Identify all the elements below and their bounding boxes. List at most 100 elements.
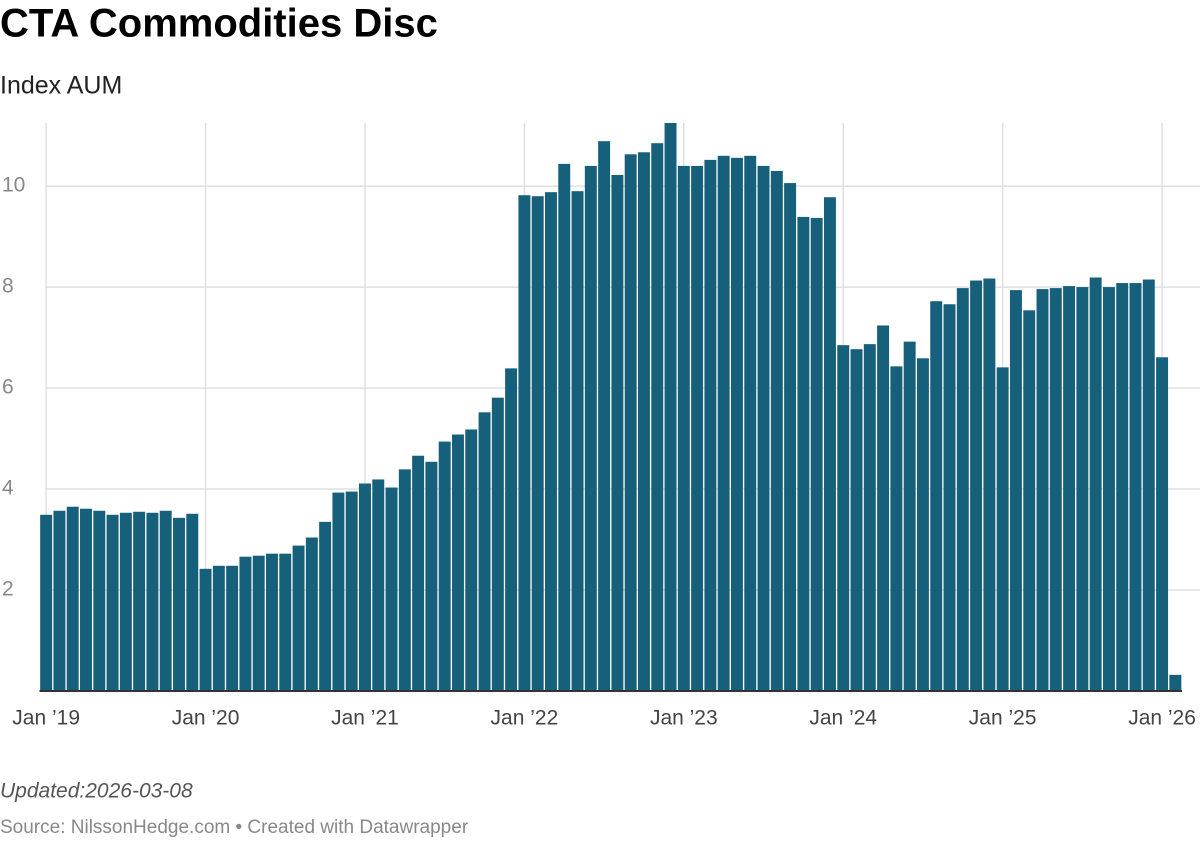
y-tick-label: 8 (2, 275, 14, 298)
bar (930, 301, 943, 691)
bar (624, 154, 637, 692)
x-tick-label: Jan ’20 (172, 707, 240, 730)
bar (345, 491, 358, 691)
bar (398, 469, 411, 691)
bar (943, 304, 956, 691)
bar (757, 165, 770, 692)
bar (611, 175, 624, 692)
bar (1036, 289, 1049, 691)
bar (133, 511, 146, 691)
bar (983, 278, 996, 691)
bar (916, 358, 929, 691)
bar (1049, 288, 1062, 691)
bar (558, 163, 571, 691)
bar (173, 517, 185, 691)
updated-note: Updated:2026-03-08 (0, 780, 193, 803)
bar (106, 514, 119, 691)
bar (744, 155, 757, 692)
bar (1063, 286, 1076, 691)
bar (664, 123, 677, 691)
bar (571, 191, 584, 691)
bar (1009, 290, 1022, 691)
bar (279, 553, 292, 691)
bar (651, 143, 664, 691)
bar (252, 555, 265, 691)
bar (531, 196, 544, 691)
bar (451, 434, 464, 691)
bar (598, 141, 611, 691)
bar (119, 512, 132, 691)
bar (93, 510, 106, 691)
bar (239, 556, 252, 691)
x-tick-label: Jan ’26 (1128, 707, 1196, 730)
bar (1129, 283, 1142, 691)
y-tick-label: 10 (2, 174, 25, 197)
bar (544, 192, 557, 691)
bar (584, 165, 597, 692)
bar (518, 195, 531, 692)
bar (66, 506, 79, 691)
bar (970, 280, 983, 691)
bar (770, 170, 783, 691)
chart-subtitle: Index AUM (0, 72, 122, 100)
bar (319, 521, 332, 691)
bar (730, 157, 743, 691)
bar (491, 397, 504, 691)
x-tick-label: Jan ’21 (331, 707, 399, 730)
x-tick-label: Jan ’24 (809, 707, 877, 730)
bar (677, 165, 690, 692)
bar (691, 165, 704, 692)
bar (1116, 283, 1129, 691)
bar (823, 197, 836, 691)
bar (1076, 287, 1089, 691)
bar (717, 155, 730, 692)
bar (332, 492, 345, 691)
source-note: Source: NilssonHedge.com • Created with … (0, 817, 469, 838)
chart-title: CTA Commodities Disc (0, 2, 438, 46)
bar (1102, 287, 1115, 691)
bar (412, 455, 425, 691)
bar (146, 512, 159, 691)
bar (810, 217, 823, 691)
bar (890, 366, 903, 691)
bar (704, 159, 717, 692)
bar (305, 537, 318, 691)
bar (1156, 357, 1169, 691)
bar (863, 344, 876, 691)
bar (53, 510, 66, 691)
y-tick-label: 6 (2, 376, 14, 399)
bar (850, 349, 863, 691)
bar (1169, 674, 1182, 691)
y-tick-label: 4 (2, 477, 14, 500)
bar (996, 367, 1009, 691)
x-tick-label: Jan ’22 (491, 707, 559, 730)
x-tick-label: Jan ’19 (12, 707, 80, 730)
bar (266, 553, 278, 691)
bar (1142, 279, 1155, 691)
bar (186, 513, 199, 691)
bar (784, 183, 797, 691)
bar (797, 216, 810, 691)
bar (199, 568, 212, 691)
bar (40, 514, 53, 691)
bar (1023, 310, 1036, 691)
y-tick-label: 2 (2, 578, 14, 601)
bar (903, 341, 916, 691)
bar (425, 461, 438, 691)
bar (292, 545, 305, 691)
bar (1089, 277, 1102, 691)
bar (438, 441, 451, 691)
x-tick-label: Jan ’25 (969, 707, 1037, 730)
bar (159, 510, 172, 691)
bar (385, 487, 398, 691)
bar (505, 368, 518, 691)
bar (478, 412, 491, 691)
bar (80, 508, 92, 691)
bar (359, 483, 371, 691)
bar (212, 565, 225, 691)
bar (877, 325, 890, 691)
bar (956, 288, 969, 691)
bar (637, 152, 650, 691)
bar (226, 565, 239, 691)
